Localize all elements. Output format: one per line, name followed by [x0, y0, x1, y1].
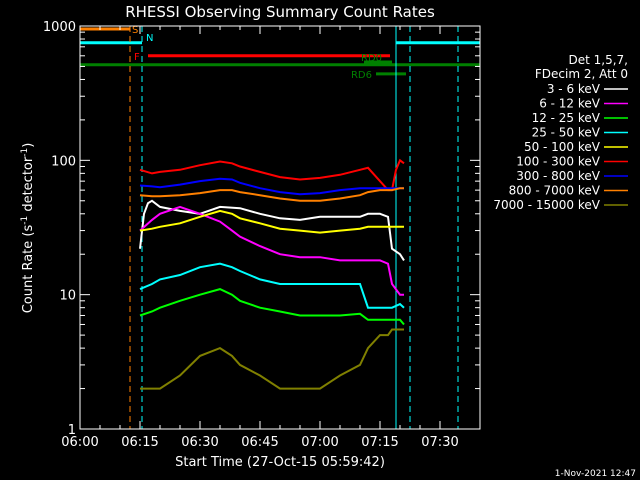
flag-bars: SNF RD0 RD6: [80, 25, 480, 81]
flag-label-s: S: [132, 25, 138, 36]
legend-label-3: 25 - 50 keV: [532, 126, 601, 140]
y-tick-label-3: 1000: [43, 20, 76, 35]
series-line-3: [139, 262, 405, 309]
legend-label-7: 800 - 7000 keV: [509, 184, 601, 198]
legend-header-fdecim: FDecim 2, Att 0: [535, 67, 628, 81]
flag-label-rd0: RD0: [361, 53, 382, 64]
series-line-8: [140, 328, 404, 390]
x-tick-label-6: 07:30: [421, 435, 458, 450]
flag-label-n: N: [146, 33, 153, 44]
x-tick-label-3: 06:45: [241, 435, 278, 450]
legend-label-0: 3 - 6 keV: [547, 82, 601, 96]
x-tick-label-2: 06:30: [181, 435, 218, 450]
legend-label-8: 7000 - 15000 keV: [493, 198, 600, 212]
y-axis-ticks: 1 10 100 1000: [43, 20, 480, 438]
legend-header-detectors: Det 1,5,7,: [569, 53, 629, 67]
x-tick-label-4: 07:00: [301, 435, 338, 450]
legend-label-1: 6 - 12 keV: [539, 97, 601, 111]
series-lines: [139, 158, 405, 390]
series-line-2: [139, 288, 405, 326]
x-tick-label-1: 06:15: [121, 435, 158, 450]
series-line-7: [139, 187, 404, 202]
legend-label-2: 12 - 25 keV: [532, 111, 601, 125]
flag-label-rd6: RD6: [351, 70, 372, 81]
plot-frame: [79, 25, 481, 430]
legend-label-5: 100 - 300 keV: [516, 155, 600, 169]
x-axis-label: Start Time (27-Oct-15 05:59:42): [175, 455, 385, 470]
x-axis-ticks: 06:00 06:15 06:30 06:45 07:00 07:15 07:30: [61, 26, 459, 450]
series-line-6: [139, 177, 404, 196]
legend-label-4: 50 - 100 keV: [524, 140, 601, 154]
footer-date: 1-Nov-2021 12:47: [555, 469, 636, 479]
flag-label-f: F: [134, 52, 140, 63]
legend-label-6: 300 - 800 keV: [516, 169, 600, 183]
chart-title: RHESSI Observing Summary Count Rates: [125, 3, 435, 21]
series-line-1: [139, 205, 404, 296]
y-tick-label-2: 100: [51, 154, 76, 169]
y-tick-label-1: 10: [59, 289, 76, 304]
series-line-4: [139, 209, 404, 234]
x-tick-label-5: 07:15: [361, 435, 398, 450]
y-tick-label-0: 1: [68, 423, 76, 438]
series-line-0: [139, 199, 405, 261]
x-tick-label-0: 06:00: [61, 435, 98, 450]
y-axis-label: Count Rate (s-1 detector-1): [20, 143, 36, 314]
